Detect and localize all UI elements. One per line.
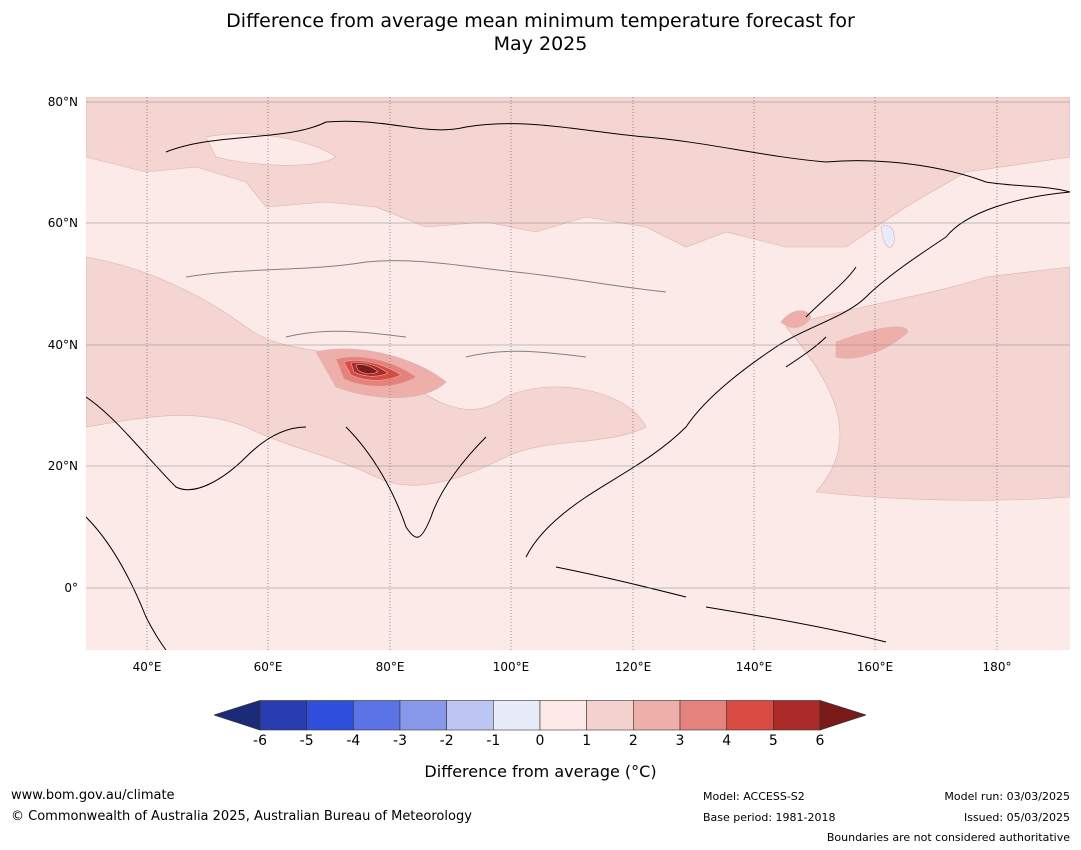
colorbar-bin: [726, 700, 774, 731]
lat-tick-20n: 20°N: [47, 459, 78, 473]
model-run-text: Model run: 03/03/2025: [944, 790, 1070, 803]
anomaly-pacific: [785, 266, 1070, 501]
colorbar-label: -5: [299, 733, 314, 749]
lon-tick-120e: 120°E: [614, 660, 652, 674]
gridlines: [146, 97, 998, 650]
anomaly-siberia-inner: [205, 133, 337, 166]
coast-india: [345, 426, 487, 538]
base-period-text: Base period: 1981-2018: [703, 811, 836, 824]
title-line-2: May 2025: [493, 33, 588, 55]
colorbar-extension-high: [819, 700, 866, 731]
anomaly-tibet-5: [355, 364, 379, 375]
colorbar-bin: [773, 700, 821, 731]
anomaly-north: [86, 97, 1070, 248]
lat-tick-0: 0°: [64, 581, 78, 595]
lon-tick-100e: 100°E: [492, 660, 530, 674]
colorbar-bin: [446, 700, 494, 731]
colorbar-bin: [586, 700, 634, 731]
forecast-map: [86, 97, 1070, 650]
colorbar-label: 3: [675, 733, 685, 749]
colorbar-label: 4: [722, 733, 732, 749]
lat-tick-40n: 40°N: [47, 338, 78, 352]
colorbar-label: -6: [253, 733, 267, 749]
colorbar-title: Difference from average (°C): [424, 762, 657, 781]
anomaly-fill: [86, 97, 1070, 501]
border-1: [185, 260, 667, 293]
lon-tick-60e: 60°E: [253, 660, 283, 674]
colorbar-bin: [679, 700, 727, 731]
colorbar-bin: [306, 700, 354, 731]
colorbar-extension-low: [214, 700, 261, 731]
issued-text: Issued: 05/03/2025: [963, 811, 1070, 824]
title-line-1: Difference from average mean minimum tem…: [226, 10, 855, 32]
colorbar-bin: [353, 700, 401, 731]
lon-tick-180: 180°: [982, 660, 1012, 674]
colorbar-bin: [399, 700, 447, 731]
lon-tick-140e: 140°E: [735, 660, 773, 674]
lat-tick-60n: 60°N: [47, 216, 78, 230]
coastlines: [86, 120, 1070, 650]
colorbar-label: -1: [486, 733, 501, 749]
lon-tick-80e: 80°E: [375, 660, 405, 674]
colorbar-label: 2: [628, 733, 638, 749]
anomaly-japan-blue: [880, 224, 895, 248]
colorbar-label: 6: [815, 733, 825, 749]
coast-arctic: [165, 120, 1070, 193]
coast-indonesia: [555, 566, 887, 643]
website-text: www.bom.gov.au/climate: [11, 788, 175, 803]
colorbar-label: -4: [346, 733, 361, 749]
copyright-text: © Commonwealth of Australia 2025, Austra…: [11, 809, 472, 824]
colorbar-label: 5: [768, 733, 778, 749]
coast-east-asia: [525, 191, 1070, 558]
lat-tick-80n: 80°N: [47, 95, 78, 109]
borders: [185, 260, 667, 358]
coast-japan: [785, 266, 857, 368]
lon-tick-40e: 40°E: [132, 660, 162, 674]
anomaly-kuroshio: [780, 310, 812, 328]
colorbar-label: -2: [439, 733, 454, 749]
map-title: Difference from average mean minimum tem…: [0, 10, 1081, 56]
colorbar-bin: [259, 700, 307, 731]
disclaimer-text: Boundaries are not considered authoritat…: [826, 831, 1070, 844]
colorbar-label: 1: [582, 733, 592, 749]
border-2: [285, 330, 587, 358]
lat-gridlines: [86, 101, 1070, 589]
coast-arabia: [86, 396, 307, 491]
colorbar-label: 0: [535, 733, 545, 749]
colorbar: [214, 700, 866, 731]
colorbar-bin: [493, 700, 541, 731]
colorbar-label: -3: [393, 733, 407, 749]
model-text: Model: ACCESS-S2: [703, 790, 805, 803]
anomaly-pacific-warm: [835, 326, 909, 359]
colorbar-bin: [633, 700, 681, 731]
lon-tick-160e: 160°E: [856, 660, 894, 674]
coast-africa: [86, 516, 167, 650]
colorbar-bin: [539, 700, 587, 731]
